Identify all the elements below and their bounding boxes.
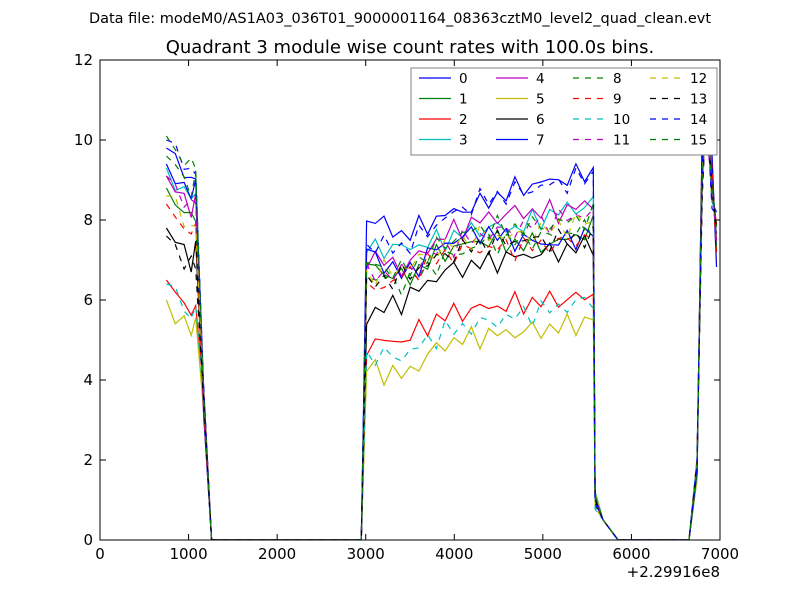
- x-tick-label: 5000: [524, 545, 562, 563]
- y-tick-label: 2: [83, 451, 93, 469]
- x-tick-label: 1000: [169, 545, 207, 563]
- series-line-11: [165, 100, 718, 540]
- x-offset-label: +2.29916e8: [627, 563, 720, 581]
- legend-label-2: 2: [459, 112, 468, 128]
- series-line-2: [165, 129, 718, 540]
- series-line-7: [165, 129, 718, 540]
- legend-label-15: 15: [690, 133, 707, 149]
- legend-label-14: 14: [690, 112, 707, 128]
- x-tick-label: 6000: [612, 545, 650, 563]
- legend-label-1: 1: [459, 92, 468, 108]
- y-tick-label: 10: [74, 131, 93, 149]
- series-line-8: [165, 132, 718, 540]
- series-line-14: [166, 105, 717, 540]
- series-line-4: [165, 126, 718, 540]
- legend-label-13: 13: [690, 92, 707, 108]
- legend-label-5: 5: [536, 92, 545, 108]
- x-tick-label: 7000: [701, 545, 739, 563]
- series-line-5: [165, 131, 718, 540]
- legend-box: [410, 67, 718, 156]
- series-line-10: [166, 115, 718, 540]
- series-line-0: [166, 115, 718, 540]
- series-line-15: [165, 107, 718, 540]
- legend-label-10: 10: [613, 112, 630, 128]
- chart-title: Quadrant 3 module wise count rates with …: [166, 37, 655, 58]
- plot-area: [165, 97, 718, 540]
- y-tick-label: 8: [83, 211, 93, 229]
- x-tick-label: 3000: [347, 545, 385, 563]
- legend-label-9: 9: [613, 92, 622, 108]
- x-tick-label: 2000: [258, 545, 296, 563]
- y-tick-label: 6: [83, 291, 93, 309]
- legend-label-11: 11: [613, 133, 630, 149]
- series-line-1: [165, 108, 718, 540]
- legend-label-6: 6: [536, 112, 545, 128]
- x-tick-label: 0: [95, 545, 105, 563]
- series-line-6: [165, 130, 718, 540]
- legend-label-8: 8: [613, 71, 622, 87]
- legend-label-7: 7: [536, 133, 545, 149]
- y-tick-label: 4: [83, 371, 93, 389]
- y-tick-label: 12: [74, 51, 93, 69]
- y-tick-label: 0: [83, 531, 93, 549]
- legend-label-3: 3: [459, 133, 468, 149]
- chart-suptitle: Data file: modeM0/AS1A03_036T01_90000011…: [89, 11, 711, 27]
- legend-label-4: 4: [536, 71, 545, 87]
- series-line-9: [165, 114, 718, 540]
- series-line-12: [166, 103, 718, 540]
- legend-label-12: 12: [690, 71, 707, 87]
- x-tick-label: 4000: [435, 545, 473, 563]
- series-line-3: [165, 125, 718, 540]
- legend-label-0: 0: [459, 71, 468, 87]
